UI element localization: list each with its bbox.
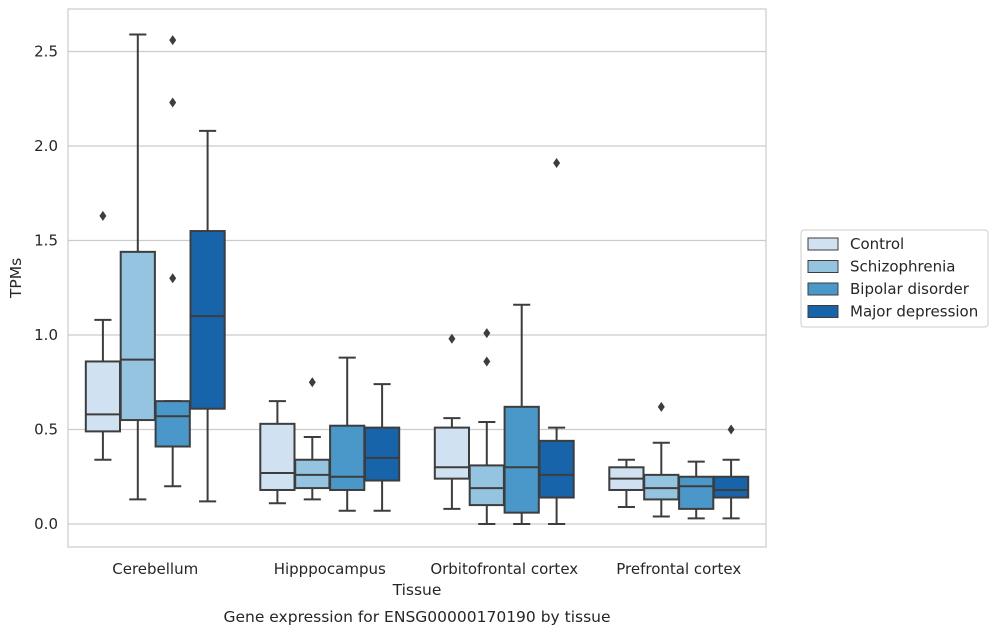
- box-control: [259, 400, 296, 505]
- legend: Control Schizophrenia Bipolar disorder Majo…: [800, 229, 989, 328]
- x-axis-label: Tissue: [392, 581, 442, 599]
- legend-label: Major depression: [850, 303, 978, 321]
- box-major-depression: [538, 158, 575, 525]
- iqr-box: [329, 424, 366, 491]
- y-tick-label: 1.5: [34, 232, 58, 250]
- y-tick-label: 2.5: [34, 43, 58, 61]
- legend-swatch: [807, 305, 839, 318]
- legend-label: Control: [850, 235, 904, 253]
- iqr-box: [189, 230, 226, 410]
- outlier-point: [169, 97, 177, 108]
- legend-swatch: [807, 260, 839, 273]
- box-schizophrenia: [468, 328, 505, 525]
- legend-label: Schizophrenia: [850, 258, 955, 276]
- y-axis-label: TPMs: [7, 258, 25, 299]
- x-tick-label: Hipppocampus: [274, 560, 386, 578]
- iqr-box: [363, 426, 401, 482]
- outlier-point: [553, 158, 561, 169]
- iqr-box: [503, 405, 540, 514]
- iqr-box: [538, 439, 575, 499]
- y-tick-label: 0.0: [34, 515, 58, 533]
- outlier-point: [483, 328, 491, 339]
- iqr-box: [154, 400, 191, 448]
- outlier-point: [169, 273, 177, 284]
- y-tick-labels: 0.0 0.5 1.0 1.5 2.0 2.5: [34, 43, 58, 534]
- outlier-point: [483, 356, 491, 367]
- box-major-depression: [189, 129, 226, 503]
- x-tick-labels: Cerebellum Hipppocampus Orbitofrontal cort…: [112, 560, 741, 578]
- y-tick-label: 1.0: [34, 326, 58, 344]
- iqr-box: [84, 360, 122, 433]
- legend-swatch: [807, 282, 839, 296]
- plot-background: [68, 9, 766, 547]
- legend-frame: [800, 229, 989, 328]
- outlier-point: [99, 210, 107, 221]
- iqr-box: [433, 426, 471, 480]
- legend-label: Bipolar disorder: [850, 280, 970, 298]
- box-schizophrenia: [294, 377, 331, 501]
- box-bipolar-disorder: [678, 460, 715, 520]
- outlier-point: [308, 377, 316, 388]
- box-groups: [84, 33, 750, 525]
- box-schizophrenia: [119, 33, 156, 501]
- outlier-point: [657, 401, 665, 412]
- outlier-point: [448, 333, 456, 344]
- iqr-box: [259, 422, 296, 491]
- chart-caption: Gene expression for ENSG00000170190 by t…: [223, 608, 610, 626]
- iqr-box: [468, 464, 505, 507]
- iqr-box: [678, 475, 715, 510]
- box-bipolar-disorder: [329, 356, 366, 512]
- y-tick-label: 0.5: [34, 421, 58, 439]
- x-tick-label: Cerebellum: [112, 560, 198, 578]
- outlier-point: [169, 35, 177, 46]
- iqr-box: [712, 475, 750, 499]
- y-tick-label: 2.0: [34, 137, 58, 155]
- outlier-point: [727, 424, 735, 435]
- box-control: [433, 333, 471, 510]
- legend-swatch: [807, 237, 839, 251]
- x-tick-label: Orbitofrontal cortex: [430, 560, 578, 578]
- box-bipolar-disorder: [154, 35, 191, 488]
- plot-frame: [67, 8, 767, 548]
- iqr-box: [119, 250, 156, 422]
- x-tick-label: Prefrontal cortex: [616, 560, 741, 578]
- box-major-depression: [712, 424, 750, 520]
- box-major-depression: [363, 383, 401, 512]
